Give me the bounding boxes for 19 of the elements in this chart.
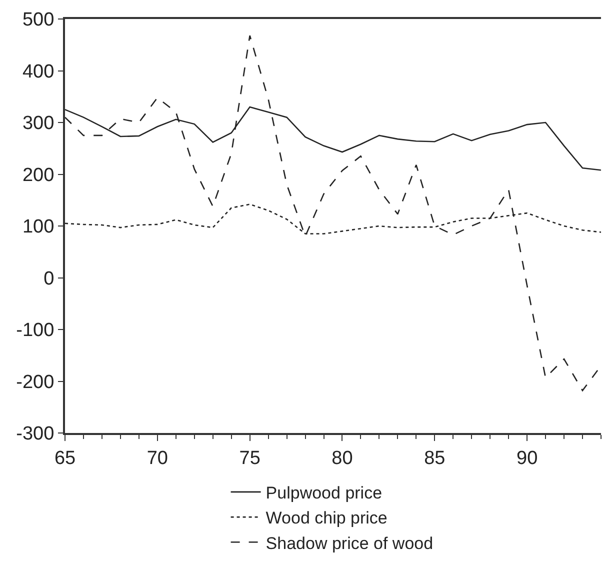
y-tick-label: -200 <box>16 372 54 393</box>
y-tick-label: 300 <box>22 113 54 134</box>
y-tick-label: 100 <box>22 216 54 238</box>
legend-label: Wood chip price <box>266 508 388 528</box>
legend-label: Pulpwood price <box>266 484 382 503</box>
x-tick-label: 80 <box>332 448 353 469</box>
legend-label: Shadow price of wood <box>266 534 434 553</box>
y-tick-label: 400 <box>22 61 54 82</box>
x-tick-label: 70 <box>146 448 168 469</box>
y-tick-label: 0 <box>44 268 54 290</box>
line-series <box>65 34 601 392</box>
x-tick-label: 65 <box>54 448 76 469</box>
x-tick-label: 90 <box>516 448 538 469</box>
y-tick-label: -300 <box>16 424 54 445</box>
y-tick-label: 500 <box>22 10 54 31</box>
x-tick-label: 75 <box>239 448 260 469</box>
y-tick-label: -100 <box>16 320 54 342</box>
x-tick-label: 85 <box>424 448 446 469</box>
y-tick-label: 200 <box>22 164 54 186</box>
